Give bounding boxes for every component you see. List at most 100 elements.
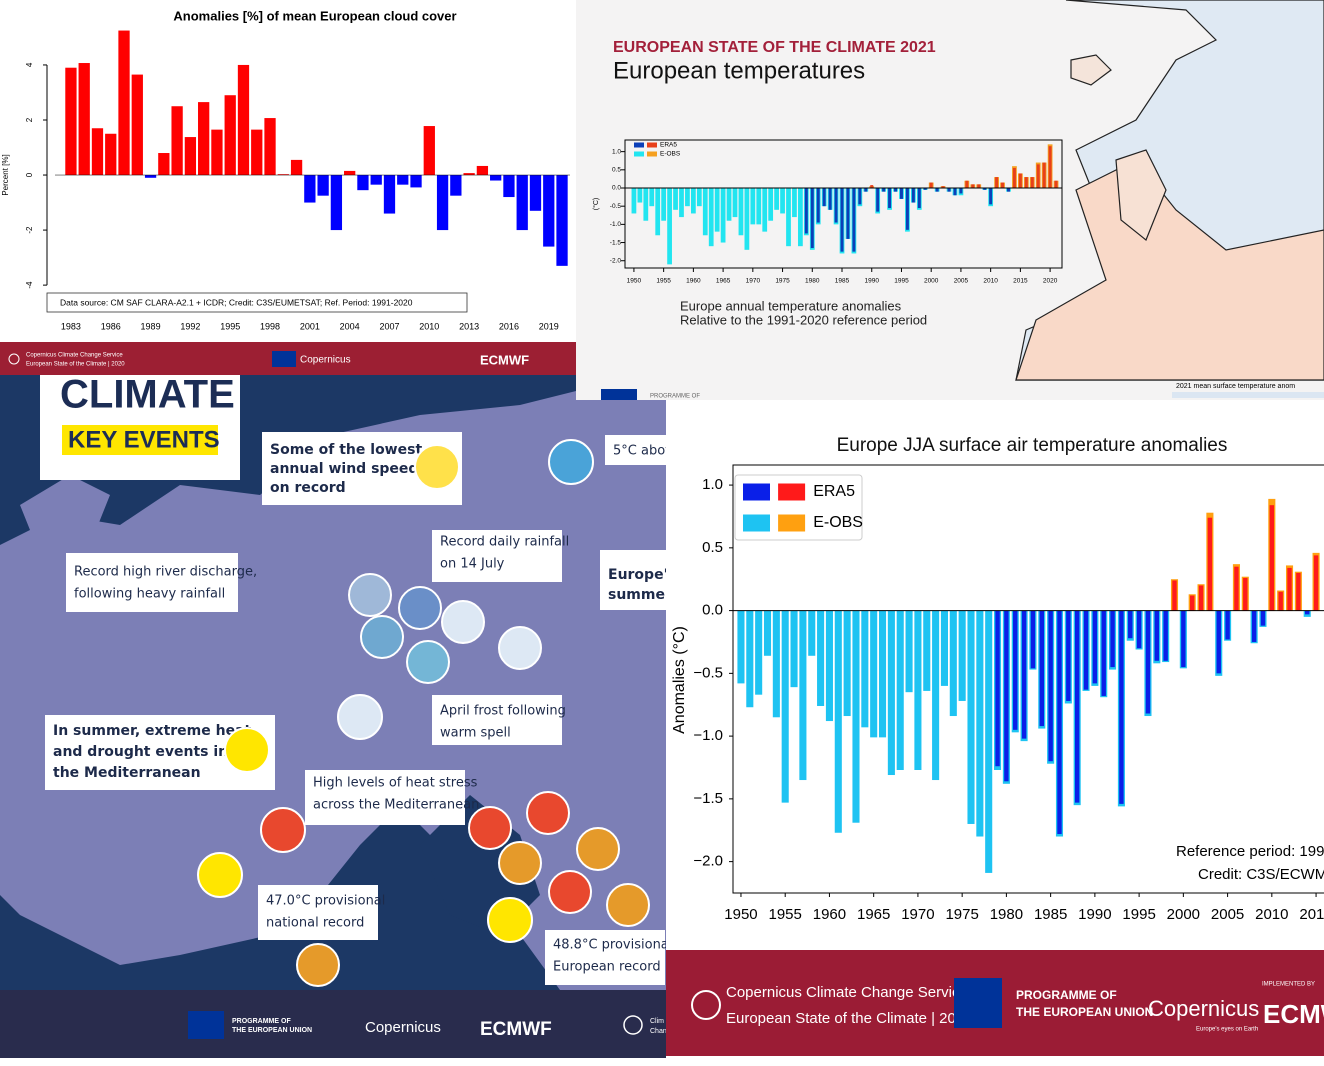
bar	[852, 188, 856, 252]
bar	[1039, 610, 1044, 727]
legend-swatch	[778, 514, 806, 532]
bar	[277, 174, 289, 176]
bar	[985, 610, 993, 873]
bar	[959, 188, 963, 194]
bar	[1207, 517, 1213, 611]
event-text: Europe's	[608, 567, 666, 583]
land-islands	[20, 475, 110, 555]
x-tick-label: 1992	[180, 321, 200, 331]
bar	[490, 175, 502, 181]
annotation: Credit: C3S/ECWMF	[1198, 866, 1324, 883]
x-tick-label: 2005	[1211, 906, 1244, 923]
event-text: 48.8°C provisional	[553, 938, 666, 953]
bar	[947, 188, 951, 192]
bar	[923, 610, 931, 691]
event-text: summer	[608, 587, 666, 603]
footer-tagline: Europe's eyes on Earth	[1196, 1027, 1258, 1033]
bar	[1296, 572, 1301, 611]
bar	[1287, 567, 1292, 611]
event-text: 5°C abov	[613, 444, 666, 459]
bar	[914, 610, 922, 770]
event-icon	[606, 883, 650, 927]
bar	[976, 610, 984, 837]
y-tick-label: 0.5	[612, 167, 621, 174]
event-box	[545, 930, 665, 985]
bar	[1001, 182, 1005, 188]
y-tick-label: 1.0	[702, 476, 723, 493]
bar	[1110, 610, 1115, 668]
legend-swatch	[743, 514, 770, 532]
bar	[637, 188, 643, 203]
footer-programme: THE EUROPEAN UNION	[1016, 1005, 1153, 1019]
event-text: on 14 July	[440, 557, 505, 572]
event-icon	[260, 807, 306, 853]
event-box	[66, 553, 238, 612]
bar	[864, 188, 868, 192]
x-tick-label: 1965	[716, 278, 731, 285]
bar	[1054, 180, 1058, 188]
bar	[932, 610, 940, 781]
x-tick-label: 1950	[627, 278, 642, 285]
bar	[726, 188, 732, 221]
event-text: on record	[270, 480, 346, 496]
bar	[825, 610, 833, 722]
x-tick-label: 1965	[857, 906, 890, 923]
bar	[834, 610, 842, 833]
x-tick-label: 1990	[865, 278, 880, 285]
bar	[685, 188, 690, 207]
bar	[673, 188, 678, 210]
bar	[905, 188, 909, 230]
bar	[1136, 610, 1142, 649]
legend-swatch	[634, 142, 644, 148]
y-tick-label: −1.0	[693, 727, 723, 744]
event-icon	[348, 573, 392, 617]
bar	[714, 188, 720, 232]
y-tick-label: -4	[25, 281, 34, 289]
bar	[828, 188, 832, 210]
bar	[882, 188, 886, 192]
bar	[817, 610, 825, 706]
x-tick-label: 2015	[1013, 278, 1028, 285]
event-icon	[406, 640, 450, 684]
event-text: and drought events in	[53, 744, 228, 760]
bar	[708, 188, 714, 247]
footer-programme: PROGRAMME OF	[650, 394, 700, 400]
y-axis-label: Percent [%]	[1, 154, 10, 195]
bar	[799, 610, 807, 781]
bar	[1057, 610, 1062, 835]
logo	[691, 990, 721, 1020]
event-box	[600, 550, 666, 610]
bar	[1101, 610, 1106, 696]
event-text: across the Mediterranean	[313, 798, 479, 813]
legend-swatch	[647, 151, 657, 157]
footer-partner: Chan	[650, 1028, 666, 1035]
bar	[1145, 610, 1151, 714]
footer-bar	[0, 990, 666, 1058]
note: Data source: CM SAF CLARA-A2.1 + ICDR; C…	[60, 297, 413, 307]
x-tick-label: 1970	[746, 278, 761, 285]
footer-brand: Copernicus	[1148, 996, 1259, 1021]
footer-service: Copernicus Climate Change Service	[26, 353, 123, 359]
infographic-panel: CLIMATE KEY EVENTS Some of the lowest ann…	[0, 375, 666, 1058]
x-tick-label: 1989	[141, 321, 161, 331]
map-iceland	[1070, 54, 1112, 86]
bar	[878, 610, 887, 738]
bar	[1036, 164, 1040, 188]
cloud-chart: Anomalies [%] of mean European cloud cov…	[0, 0, 576, 377]
plot: -4 -2 0 2 4 1983 1986 1989 1992 1995 1998 2001 2004 2…	[25, 30, 570, 331]
bar	[762, 188, 768, 232]
event-icon	[548, 439, 594, 485]
event-text: In summer, extreme heat	[53, 723, 252, 739]
bar	[224, 95, 236, 176]
bar	[953, 188, 957, 196]
footer-report: European State of the Climate | 2020	[26, 362, 125, 368]
event-icon	[296, 943, 340, 987]
bar	[834, 188, 838, 223]
bar	[503, 175, 515, 198]
infographic: CLIMATE KEY EVENTS Some of the lowest ann…	[0, 375, 666, 1058]
x-tick-label: 2015	[1299, 906, 1324, 923]
x-tick-label: 2010	[983, 278, 998, 285]
x-tick-label: 1970	[901, 906, 934, 923]
footer-programme: PROGRAMME OF	[232, 1018, 291, 1025]
bar	[746, 610, 754, 708]
